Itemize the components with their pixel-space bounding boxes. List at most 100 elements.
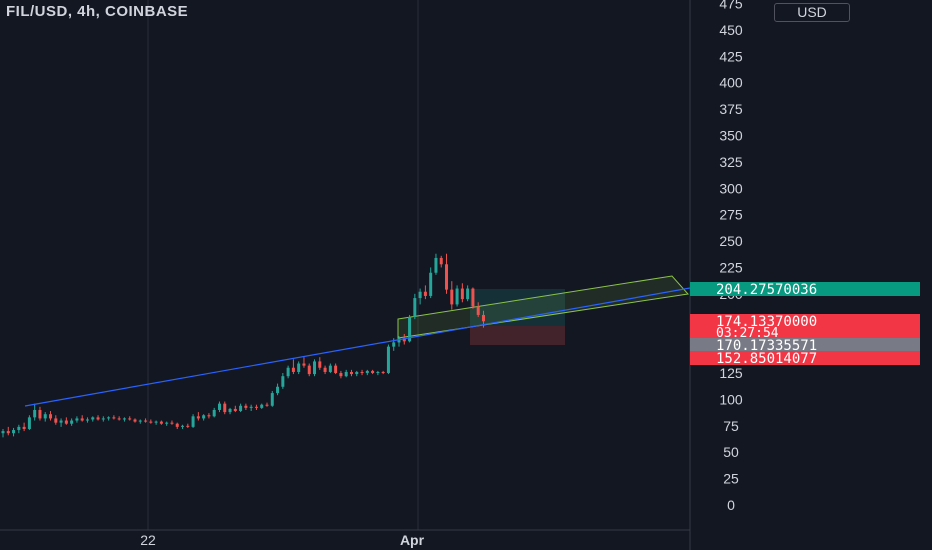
candle-body [233, 408, 237, 412]
price-tick-label: 375 [719, 101, 743, 117]
candle-body [165, 422, 169, 424]
price-tick-label: 225 [719, 259, 743, 275]
candle-body [217, 403, 221, 410]
candle-body [318, 361, 322, 368]
candle-body [159, 421, 163, 424]
candle-body [144, 420, 148, 422]
price-tag-bg [690, 351, 920, 365]
candle-body [265, 404, 269, 406]
candle-body [481, 314, 485, 322]
candle-body [85, 419, 89, 421]
ascending-channel[interactable] [397, 275, 689, 339]
candle-body [476, 306, 480, 315]
candle-body [286, 367, 290, 377]
candle-body [33, 409, 37, 418]
candle-body [54, 418, 58, 423]
candle-body [149, 421, 153, 423]
candle-body [75, 418, 79, 421]
price-tick-label: 75 [723, 418, 739, 434]
candle-body [101, 418, 105, 420]
price-tags: 204.27570036 174.1337000003:27:54170.1733… [690, 282, 920, 367]
candle-body [281, 376, 285, 387]
price-tick-label: 425 [719, 48, 743, 64]
candle-body [460, 288, 464, 300]
price-axis[interactable]: 4754504254003753503253002752502252001751… [719, 0, 743, 513]
candle-body [439, 257, 443, 265]
price-tag-label: 174.13370000 [716, 314, 817, 330]
symbol-title[interactable]: FIL/USD, 4h, COINBASE [6, 3, 189, 20]
candle-body [334, 365, 338, 374]
candle-body [408, 317, 412, 342]
candle-body [365, 370, 369, 374]
candle-body [423, 291, 427, 296]
candle-body [49, 414, 53, 419]
candle-body [112, 417, 116, 419]
price-tick-label: 275 [719, 207, 743, 223]
candle-body [223, 403, 227, 413]
candle-body [191, 416, 195, 427]
candle-body [133, 419, 137, 422]
candle-body [381, 371, 385, 374]
candle-body [392, 342, 396, 347]
candle-body [323, 367, 327, 372]
candle-body [175, 423, 179, 427]
candle-body [445, 264, 449, 290]
price-tag-bg [690, 338, 920, 352]
candle-body [1, 431, 5, 434]
candle-body [239, 405, 243, 412]
candle-body [429, 272, 433, 296]
price-tick-label: 25 [723, 471, 739, 487]
candle-body [471, 288, 475, 307]
price-tag-label: 152.85014077 [716, 351, 817, 367]
price-tag-label: 170.17335571 [716, 338, 817, 354]
candle-body [91, 417, 95, 420]
price-tick-label: 475 [719, 0, 743, 11]
candle-body [196, 416, 200, 419]
time-tick-label: 22 [140, 532, 156, 548]
candle-body [228, 408, 232, 413]
candle-body [12, 430, 16, 434]
candle-body [17, 426, 21, 431]
currency-button[interactable]: USD [774, 3, 850, 22]
candle-body [70, 420, 74, 424]
candle-body [418, 291, 422, 299]
price-tick-label: 250 [719, 233, 743, 249]
candle-body [344, 371, 348, 377]
candle-body [59, 420, 63, 423]
candle-body [270, 393, 274, 406]
candle-body [64, 420, 68, 424]
price-tick-label: 400 [719, 75, 743, 91]
candles-group [1, 253, 485, 438]
candle-body [376, 371, 380, 374]
candle-body [260, 404, 264, 408]
candle-body [397, 338, 401, 343]
candle-body [170, 422, 174, 424]
price-tick-label: 100 [719, 391, 743, 407]
candle-body [107, 417, 111, 419]
candle-body [328, 365, 332, 372]
candle-body [413, 298, 417, 318]
price-tag-countdown: 03:27:54 [716, 326, 779, 341]
candle-body [450, 289, 454, 305]
candle-body [339, 373, 343, 377]
time-tick-label: Apr [400, 532, 425, 548]
candle-body [386, 346, 390, 374]
candle-body [122, 418, 126, 420]
price-tick-label: 325 [719, 154, 743, 170]
candle-body [117, 418, 121, 420]
candle-body [202, 415, 206, 419]
trendline[interactable] [24, 287, 691, 407]
candle-body [38, 409, 42, 419]
price-tag-bg [690, 314, 920, 338]
candle-body [276, 386, 280, 394]
candle-body [355, 371, 359, 375]
position-stop-zone[interactable] [470, 326, 565, 345]
candle-body [80, 418, 84, 421]
candle-body [402, 338, 406, 342]
price-tick-label: 450 [719, 22, 743, 38]
time-axis[interactable]: 22 Apr [140, 532, 424, 548]
candle-body [349, 371, 353, 375]
price-tick-label: 125 [719, 365, 743, 381]
